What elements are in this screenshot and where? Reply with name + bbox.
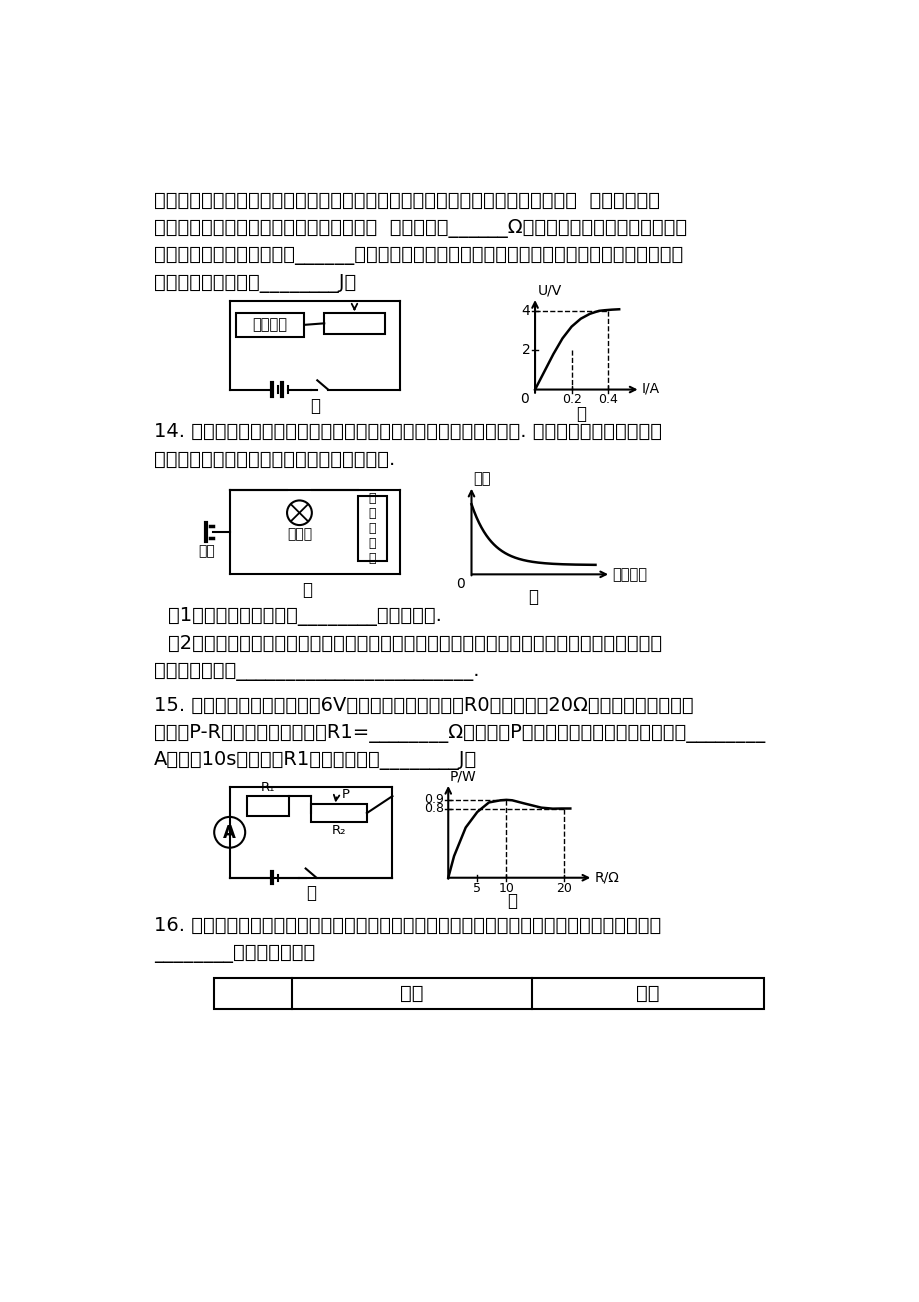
Bar [357,496,387,561]
Text: 处于正常工作状态，滑动变阻器接入电路的  最大阻值为______Ω；在电子元件处于正常工作状态: 处于正常工作状态，滑动变阻器接入电路的 最大阻值为______Ω；在电子元件处于… [153,219,686,237]
Text: 电流: 电流 [472,471,490,486]
Text: R₁: R₁ [261,781,275,794]
Text: 0: 0 [519,392,528,406]
Text: 下，电路消耗的最大功率为______；在电子元件处于正常工作状态下且电路消耗的功率最大时，滑: 下，电路消耗的最大功率为______；在电子元件处于正常工作状态下且电路消耗的功… [153,246,682,266]
Text: 4: 4 [521,303,530,318]
Text: 15. 如图甲所示，电源电压为6V恒定不变，滑动变阻器R0最大阻值是20Ω。闭合开关，滑动变: 15. 如图甲所示，电源电压为6V恒定不变，滑动变阻器R0最大阻值是20Ω。闭合… [153,697,693,715]
Text: 压的变化情况为________________________.: 压的变化情况为________________________. [153,663,479,681]
Text: 0.2: 0.2 [562,393,581,406]
Text: 2: 2 [521,344,530,357]
Text: 小明: 小明 [400,984,423,1003]
Text: R/Ω: R/Ω [594,871,618,885]
Text: A: A [223,824,236,842]
Text: 的简化电路，其中指示灯的电阻不随温度变化.: 的简化电路，其中指示灯的电阻不随温度变化. [153,449,394,469]
Text: U/V: U/V [537,283,561,297]
Text: 乙: 乙 [528,589,538,607]
Bar [235,312,304,337]
Text: 电子元件: 电子元件 [252,318,287,332]
Text: I/A: I/A [641,381,660,395]
Text: 甲: 甲 [310,397,320,415]
Text: A，通电10s电流通过R1产生的热量是________J。: A，通电10s电流通过R1产生的热量是________J。 [153,751,476,771]
Text: R₂: R₂ [332,824,346,837]
Text: 20: 20 [556,881,572,894]
Text: 电子元件均能正常工作。若通过此电子元件的电流与其两端电压的关系如图乙所示  为使电子元件: 电子元件均能正常工作。若通过此电子元件的电流与其两端电压的关系如图乙所示 为使电… [153,191,659,210]
Text: 0.9: 0.9 [424,793,444,806]
Text: 指示灯: 指示灯 [287,527,312,542]
Text: 乙: 乙 [506,892,516,910]
Text: ________．（只填序号）: ________．（只填序号） [153,944,314,963]
Text: 0.4: 0.4 [597,393,618,406]
Text: 阻器的P-R图像如图乙所示，则R1=________Ω；当滑片P滑至最右端时，电流表的示数为________: 阻器的P-R图像如图乙所示，则R1=________Ω；当滑片P滑至最右端时，电… [153,724,765,742]
Text: 小红: 小红 [636,984,659,1003]
Text: 14. 春天来临，为了避免蚊虫的侵扰，许多家庭都会使用电热灭蚊器. 图甲为某品牌电热灭蚊器: 14. 春天来临，为了避免蚊虫的侵扰，许多家庭都会使用电热灭蚊器. 图甲为某品牌… [153,422,661,441]
Text: （2）某次使用时，通过热敏发热体的电流与使用时间的关系如图乙所示，则热敏发热体两端电: （2）某次使用时，通过热敏发热体的电流与使用时间的关系如图乙所示，则热敏发热体两… [167,634,661,654]
Text: P/W: P/W [449,769,476,783]
Text: 5: 5 [472,881,481,894]
Bar [214,978,764,1009]
Text: 甲: 甲 [301,581,312,599]
Text: 插头: 插头 [198,544,215,559]
Text: 10: 10 [498,881,514,894]
Text: 0: 0 [456,577,465,591]
Text: 使用时间: 使用时间 [612,566,647,582]
Text: P: P [341,788,349,801]
Text: 0.8: 0.8 [424,802,444,815]
Bar [311,803,367,823]
Text: （1）电热灭蚊器是根据________原理制成的.: （1）电热灭蚊器是根据________原理制成的. [167,607,441,626]
Text: 动变阻器每分钟发热________J。: 动变阻器每分钟发热________J。 [153,273,356,293]
Text: 甲: 甲 [306,884,316,902]
Bar [323,312,384,335]
Text: 16. 学习完电热和电功率的知识后，小明和小红将相关知识归纳总结在下表中，你认为正确的有: 16. 学习完电热和电功率的知识后，小明和小红将相关知识归纳总结在下表中，你认为… [153,917,660,935]
Text: 热
敏
发
热
体: 热 敏 发 热 体 [369,492,376,565]
Text: 乙: 乙 [575,405,585,423]
Bar [246,796,289,816]
